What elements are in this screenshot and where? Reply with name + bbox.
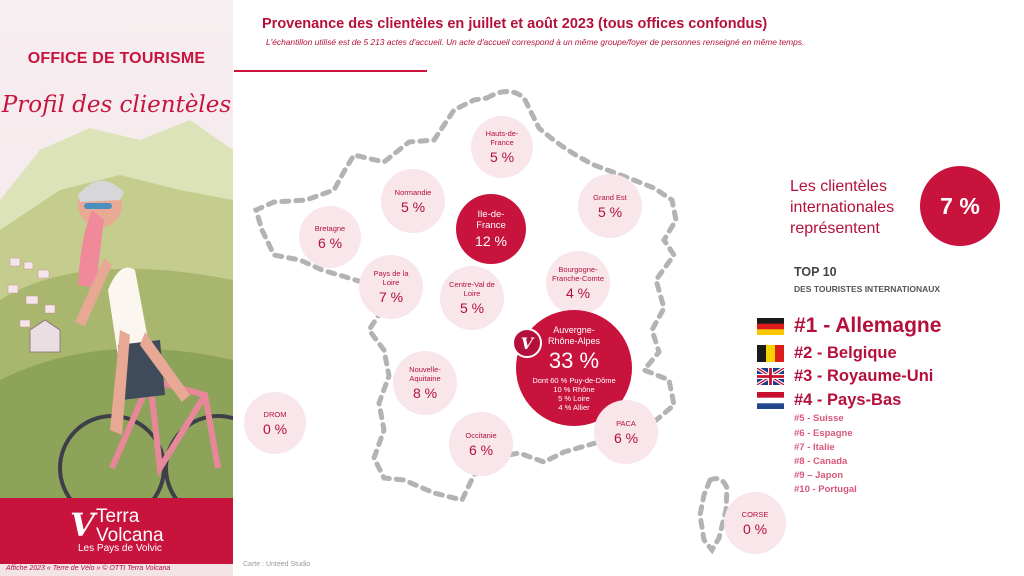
brand-tagline: Les Pays de Volvic	[78, 543, 162, 554]
map-credit: Carte : Unteed Studio	[243, 561, 311, 568]
ara-detail-3: 5 % Loire	[558, 393, 590, 403]
international-text-line2: internationales	[790, 199, 895, 216]
bubble-corse: CORSE 0 %	[724, 492, 786, 554]
region-value-centre-val-de-loire: 5 %	[459, 300, 485, 316]
ara-detail-2: 10 % Rhône	[553, 384, 595, 394]
region-value-bourgogne-franche-comte: 4 %	[565, 285, 591, 301]
region-value-hauts-de-france: 5 %	[489, 149, 515, 165]
region-label-ile-de-france: Ile-de-France	[476, 209, 506, 231]
top10-subheading: DES TOURISTES INTERNATIONAUX	[794, 284, 941, 294]
uk-flag-icon	[757, 368, 784, 385]
region-value-pays-de-la-loire: 7 %	[378, 289, 404, 305]
region-value-nouvelle-aquitaine: 8 %	[412, 385, 438, 401]
ranking-item-2: #2 - Belgique	[794, 344, 897, 362]
region-label-bourgogne-franche-comte: Bourgogne-Franche-Comte	[551, 265, 605, 283]
region-label-nouvelle-aquitaine: Nouvelle-Aquitaine	[409, 365, 441, 383]
page-title: Provenance des clientèles en juillet et …	[262, 16, 768, 32]
region-label-pays-de-la-loire: Pays de la Loire	[373, 269, 409, 287]
bubble-bourgogne-franche-comte: Bourgogne-Franche-Comte 4 %	[546, 251, 610, 315]
brand-name-line1: Terra	[96, 506, 140, 527]
brand-logo-initial: V	[70, 506, 95, 544]
france-map-outline	[252, 89, 730, 555]
ranking-item-8: #8 - Canada	[794, 456, 848, 467]
cyclist-illustration	[0, 0, 233, 576]
bubble-occitanie: Occitanie 6 %	[449, 412, 513, 476]
bubble-normandie: Normandie 5 %	[381, 169, 445, 233]
region-value-occitanie: 6 %	[468, 441, 494, 458]
poster-panel: OFFICE DE TOURISME Profil des clientèles…	[0, 0, 233, 576]
region-label-hauts-de-france: Hauts-de-France	[485, 129, 519, 147]
region-value-ile-de-france: 12 %	[475, 233, 507, 249]
ranking-item-7: #7 - Italie	[794, 442, 835, 453]
poster-credit: Affiche 2023 « Terre de Vélo » © OTTI Te…	[6, 565, 171, 572]
ranking-item-5: #5 - Suisse	[794, 413, 844, 424]
region-label-occitanie: Occitanie	[465, 430, 497, 440]
international-text-line1: Les clientèles	[790, 178, 887, 195]
bubble-drom: DROM 0 %	[244, 392, 306, 454]
bubble-auvergne-rhone-alpes: Auvergne-Rhône-Alpes 33 % Dont 60 % Puy-…	[516, 310, 632, 426]
international-share-circle: 7 %	[920, 166, 1000, 246]
region-label-drom: DROM	[263, 409, 287, 419]
ranking-item-9: #9 – Japon	[794, 470, 844, 481]
region-label-grand-est: Grand Est	[593, 192, 627, 202]
region-label-centre-val-de-loire: Centre-Val de Loire	[449, 280, 495, 298]
brand-name: Terra Volcana	[96, 507, 164, 545]
ranking-item-4: #4 - Pays-Bas	[794, 391, 902, 409]
germany-flag-icon	[757, 318, 784, 335]
office-title: OFFICE DE TOURISME	[27, 50, 206, 67]
sample-note: L'échantillon utilisé est de 5 213 actes…	[266, 37, 805, 47]
bubble-nouvelle-aquitaine: Nouvelle-Aquitaine 8 %	[393, 351, 457, 415]
international-text-line3: représentent	[790, 220, 880, 237]
region-value-corse: 0 %	[742, 520, 768, 537]
brand-band	[0, 498, 233, 564]
bubble-centre-val-de-loire: Centre-Val de Loire 5 %	[440, 266, 504, 330]
international-text: Les clientèles internationales représent…	[790, 176, 915, 239]
region-label-corse: CORSE	[741, 509, 769, 519]
brand-name-line2: Volcana	[96, 525, 164, 546]
belgium-flag-icon	[757, 345, 784, 362]
region-label-auvergne-rhone-alpes: Auvergne-Rhône-Alpes	[547, 324, 601, 346]
region-value-grand-est: 5 %	[597, 203, 623, 220]
poster-subtitle: Profil des clientèles	[1, 92, 232, 118]
ranking-item-6: #6 - Espagne	[794, 428, 853, 439]
ara-detail-1: Dont 60 % Puy-de-Dôme	[532, 375, 616, 385]
volvic-v-badge: V	[512, 328, 542, 358]
region-value-auvergne-rhone-alpes: 33 %	[548, 347, 600, 373]
ranking-item-10: #10 - Portugal	[794, 484, 857, 495]
bubble-grand-est: Grand Est 5 %	[578, 174, 642, 238]
bubble-pays-de-la-loire: Pays de la Loire 7 %	[359, 255, 423, 319]
ara-detail-4: 4 % Allier	[558, 402, 590, 412]
bubble-bretagne: Bretagne 6 %	[299, 206, 361, 268]
region-value-drom: 0 %	[262, 420, 288, 437]
region-label-normandie: Normandie	[394, 187, 432, 197]
region-value-paca: 6 %	[613, 429, 639, 446]
bubble-paca: PACA 6 %	[594, 400, 658, 464]
netherlands-flag-icon	[757, 392, 784, 409]
title-rule	[234, 70, 427, 72]
ranking-item-3: #3 - Royaume-Uni	[794, 367, 934, 385]
region-value-bretagne: 6 %	[317, 234, 343, 251]
ranking-item-1: #1 - Allemagne	[794, 314, 942, 337]
region-label-bretagne: Bretagne	[314, 223, 346, 233]
top10-heading: TOP 10	[794, 265, 837, 279]
bubble-ile-de-france: Ile-de-France 12 %	[456, 194, 526, 264]
bubble-hauts-de-france: Hauts-de-France 5 %	[471, 116, 533, 178]
region-label-paca: PACA	[616, 418, 636, 428]
region-value-normandie: 5 %	[400, 198, 426, 215]
